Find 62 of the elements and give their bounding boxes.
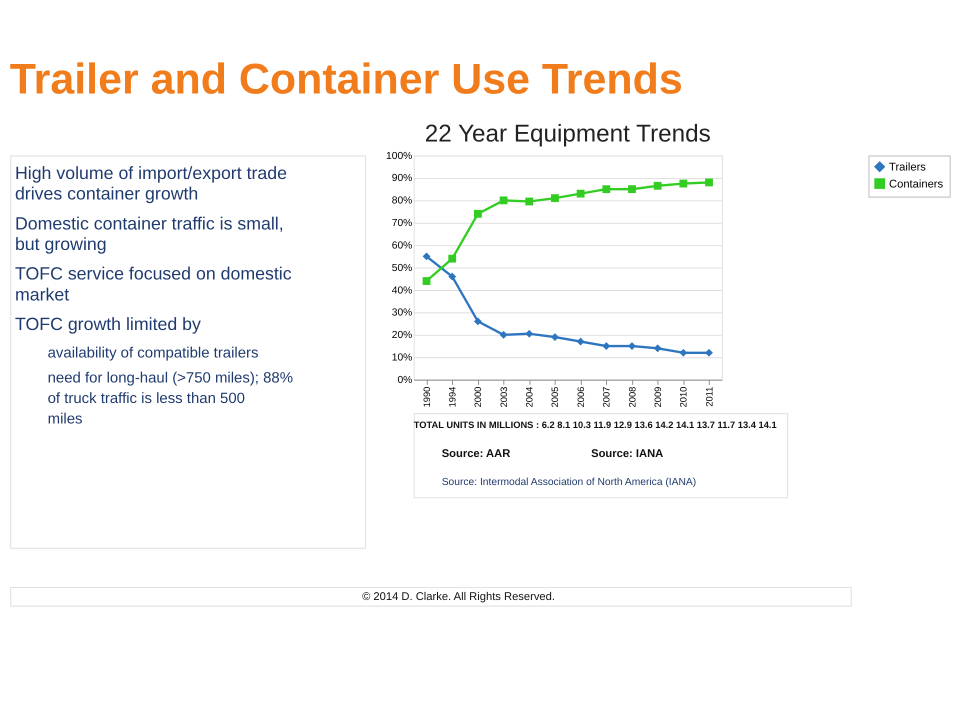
text: TOTAL UNITS IN MILLIONS : 6.2 8.1 10.3 11.9 12.9 13.6 14.2 14.1 13.7 11.7 13.4 14.1: [414, 420, 777, 430]
point: [654, 344, 662, 352]
point: [474, 210, 482, 218]
point: [474, 317, 482, 326]
point: [654, 182, 662, 190]
point: [551, 333, 559, 341]
point: [602, 185, 610, 194]
x-tick-label: 2009: [652, 386, 663, 408]
point: [628, 342, 636, 350]
point: [500, 330, 508, 339]
x-tick-label: 2010: [678, 386, 689, 408]
y-tick-label: 50%: [392, 262, 412, 274]
point: [422, 277, 430, 285]
point: [679, 348, 688, 357]
point: [448, 272, 456, 280]
source-note: Source: AAR: [442, 448, 510, 460]
point: [525, 198, 534, 206]
text: need for long-haul (>750 miles); 88% of truck traffic is less than 500 miles: [48, 369, 293, 428]
y-tick-label: 100%: [386, 150, 412, 162]
point: [500, 196, 508, 204]
point: [679, 180, 688, 188]
point: [551, 194, 559, 202]
point: [525, 330, 534, 338]
x-tick-label: 2011: [704, 386, 714, 407]
point: [422, 252, 430, 260]
point: [705, 348, 713, 357]
text: © 2014 D. Clarke. All Rights Reserved.: [362, 591, 555, 604]
x-tick-label: 2000: [473, 386, 484, 408]
point: [628, 185, 636, 194]
y-tick-label: 30%: [392, 308, 412, 319]
x-tick-label: 2005: [550, 386, 560, 408]
legend-label: Containers: [889, 178, 944, 190]
y-tick-label: 90%: [392, 173, 412, 184]
x-tick-label: 2007: [602, 386, 612, 408]
x-tick-label: 2008: [627, 386, 638, 408]
y-tick-label: 80%: [392, 196, 412, 207]
text: TOFC growth limited by: [14, 314, 202, 334]
point: [576, 190, 585, 198]
y-tick-label: 70%: [392, 218, 412, 230]
text: TOFC service focused on domestic market: [14, 264, 292, 304]
point: [576, 338, 585, 346]
y-tick-label: 60%: [392, 240, 412, 252]
x-tick-label: 2006: [576, 386, 586, 408]
text: High volume of import/export trade drives container growth: [14, 162, 288, 204]
text: availability of compatible trailers: [48, 344, 259, 362]
x-tick-label: 2003: [498, 386, 509, 408]
legend-label: Trailers: [889, 161, 926, 174]
y-tick-label: 0%: [397, 374, 412, 386]
source-note: Source: IANA: [591, 448, 664, 460]
chart-title: Trailer and Container Use Trends: [10, 55, 683, 104]
x-tick-label: 1994: [447, 386, 458, 408]
y-tick-label: 20%: [392, 330, 412, 342]
point: [448, 254, 456, 263]
point: [705, 178, 713, 186]
x-tick-label: 1990: [422, 386, 432, 408]
y-tick-label: 40%: [392, 285, 412, 296]
text: Domestic container traffic is small, but growing: [14, 213, 284, 254]
chart-subtitle: 22 Year Equipment Trends: [424, 120, 711, 148]
source-note: Source: Intermodal Association of North America (IANA): [442, 477, 696, 488]
point: [602, 342, 610, 350]
y-tick-label: 10%: [392, 352, 412, 364]
x-tick-label: 2004: [524, 386, 535, 408]
